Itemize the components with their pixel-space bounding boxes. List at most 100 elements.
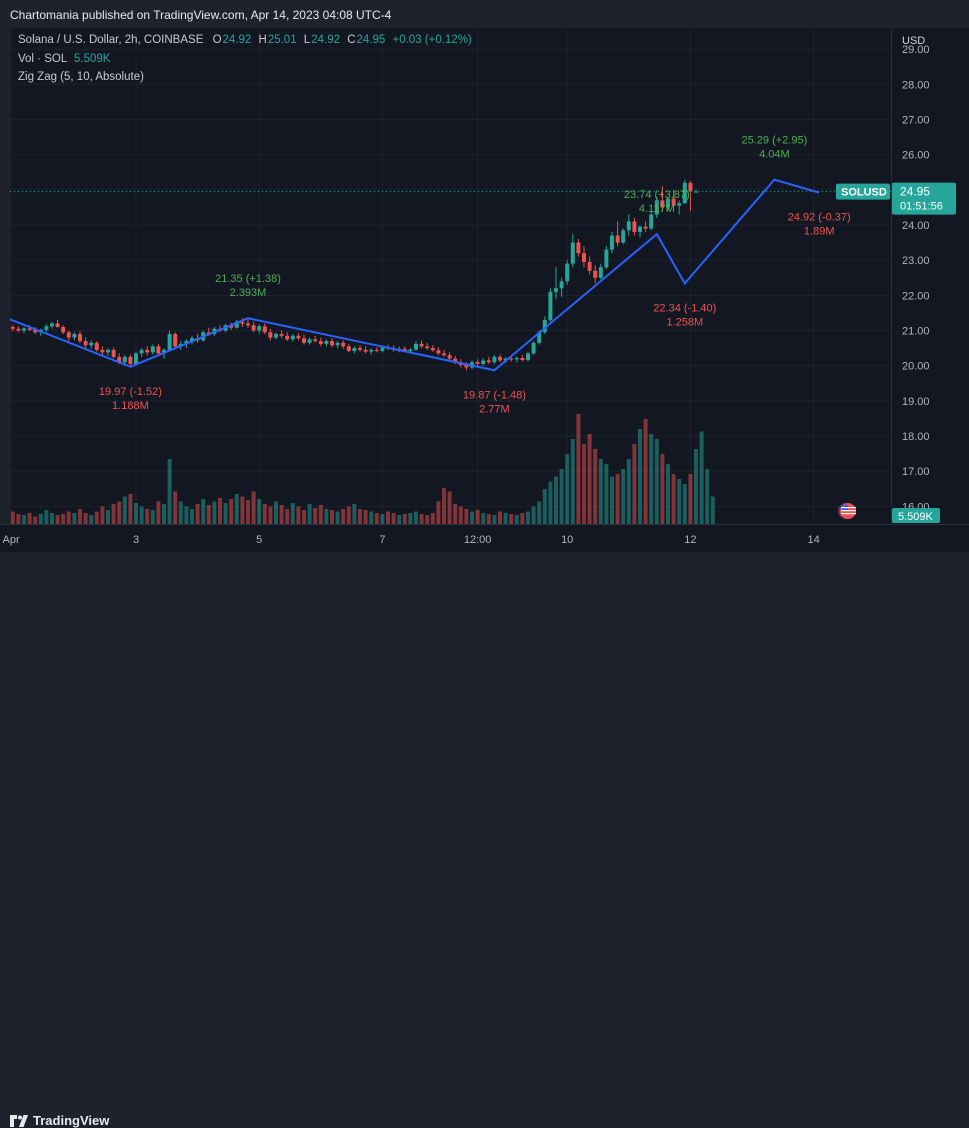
volume-bar (89, 515, 94, 524)
candle-body (117, 356, 122, 363)
candle-body (234, 321, 239, 328)
bar-countdown: 01:51:56 (900, 201, 943, 213)
volume-bar (694, 449, 698, 524)
volume-bar (38, 514, 43, 524)
volume-bar (531, 506, 536, 524)
candle-body (582, 253, 586, 262)
candle-body (173, 334, 178, 347)
candle-body (559, 281, 564, 289)
zigzag-line (10, 178, 820, 372)
high-label: H (258, 34, 267, 46)
volume-bar (50, 513, 54, 524)
volume-bar (705, 469, 710, 524)
candle-body (341, 342, 346, 347)
candle-body (16, 328, 21, 331)
candle-body (156, 346, 161, 354)
candle-body (346, 346, 351, 351)
volume-bar (117, 501, 122, 524)
price-tick-label: 21.00 (902, 326, 930, 338)
volume-bar (10, 511, 15, 524)
volume-bar (279, 505, 284, 524)
candle-body (78, 334, 82, 342)
candle-body (498, 356, 502, 361)
candle-body (139, 349, 144, 354)
volume-bar (436, 501, 441, 524)
volume-bar (363, 510, 368, 524)
price-axis[interactable]: USD29.0028.0027.0026.0025.0024.0023.0022… (892, 28, 969, 524)
candle-body (246, 323, 250, 326)
volume-bar (212, 501, 217, 524)
volume-bar (514, 515, 519, 524)
zigzag-volume-label: 2.393M (230, 287, 267, 299)
volume-bar (542, 489, 547, 524)
volume-bar (128, 494, 133, 524)
price-axis-svg: USD29.0028.0027.0026.0025.0024.0023.0022… (892, 35, 956, 523)
candle-body (240, 321, 245, 324)
price-tick-label: 18.00 (902, 431, 930, 443)
volume-bar (324, 509, 329, 524)
volume-bar (223, 503, 228, 524)
time-axis[interactable]: Apr 3 5 7 12:00 10 12 14 (0, 524, 969, 553)
price-chart[interactable]: 19.97 (-1.52) 1.188M 21.35 (+1.38) 2.393M 19… (10, 28, 891, 524)
volume-bar (184, 506, 189, 524)
volume-bar (251, 491, 256, 524)
volume-legend: Vol · SOL 5.509K (18, 53, 110, 65)
volume-bar (632, 444, 637, 524)
candle-body (358, 348, 362, 350)
zigzag-volume-label: 2.77M (479, 403, 510, 415)
volume-bar (520, 513, 525, 524)
volume-badge (892, 508, 940, 523)
candle-body (682, 182, 687, 204)
candle-body (604, 249, 609, 268)
volume-bar (397, 515, 402, 524)
candle-body (402, 348, 407, 351)
candle-body (677, 203, 682, 206)
candle-body (229, 325, 234, 328)
candle-body (150, 346, 155, 353)
volume-bar (162, 504, 166, 524)
candle-body (565, 263, 570, 282)
volume-bar (710, 496, 715, 524)
candle-body (694, 191, 698, 193)
candle-body (554, 288, 558, 292)
volume-bar (330, 510, 334, 524)
candle-body (352, 348, 357, 351)
candle-body (190, 338, 194, 342)
volume-bar (442, 488, 446, 524)
candle-body (279, 334, 284, 336)
volume-bar (111, 504, 116, 524)
zigzag-price-label: 19.97 (-1.52) (99, 386, 162, 398)
candle-body (27, 328, 32, 330)
candle-body (262, 326, 267, 333)
price-tick-label: 23.00 (902, 255, 930, 267)
volume-bar (380, 514, 385, 524)
footer: TradingView (0, 552, 969, 1128)
volume-bar (240, 496, 245, 524)
candle-body (318, 341, 323, 344)
volume-bar (262, 504, 267, 524)
volume-bar (374, 513, 379, 524)
candle-body (363, 349, 368, 352)
candle-body (134, 353, 138, 364)
candle-body (145, 349, 150, 353)
candle-body (509, 358, 514, 360)
volume-bar (145, 509, 150, 524)
volume-bar (94, 511, 99, 524)
volume-bar (106, 510, 110, 524)
close-label: C (347, 34, 356, 46)
chart-plot-area[interactable]: 19.97 (-1.52) 1.188M 21.35 (+1.38) 2.393M 19… (10, 28, 892, 524)
candle-body (688, 182, 693, 192)
volume-bar (682, 484, 687, 524)
price-tick-label: 28.00 (902, 79, 930, 91)
candle-body (542, 319, 547, 333)
tradingview-brand: TradingView (33, 1113, 110, 1128)
top-bar: Chartomania published on TradingView.com… (0, 0, 969, 28)
candle-body (55, 323, 60, 328)
volume-bar (666, 464, 670, 524)
candle-body (50, 323, 54, 327)
zigzag-price-label: 22.34 (-1.40) (653, 302, 716, 314)
zigzag-price-label: 23.74 (+3.87) (624, 189, 690, 201)
candle-body (274, 334, 278, 338)
price-tick-label: 24.00 (902, 220, 930, 232)
volume-bar (190, 509, 194, 524)
